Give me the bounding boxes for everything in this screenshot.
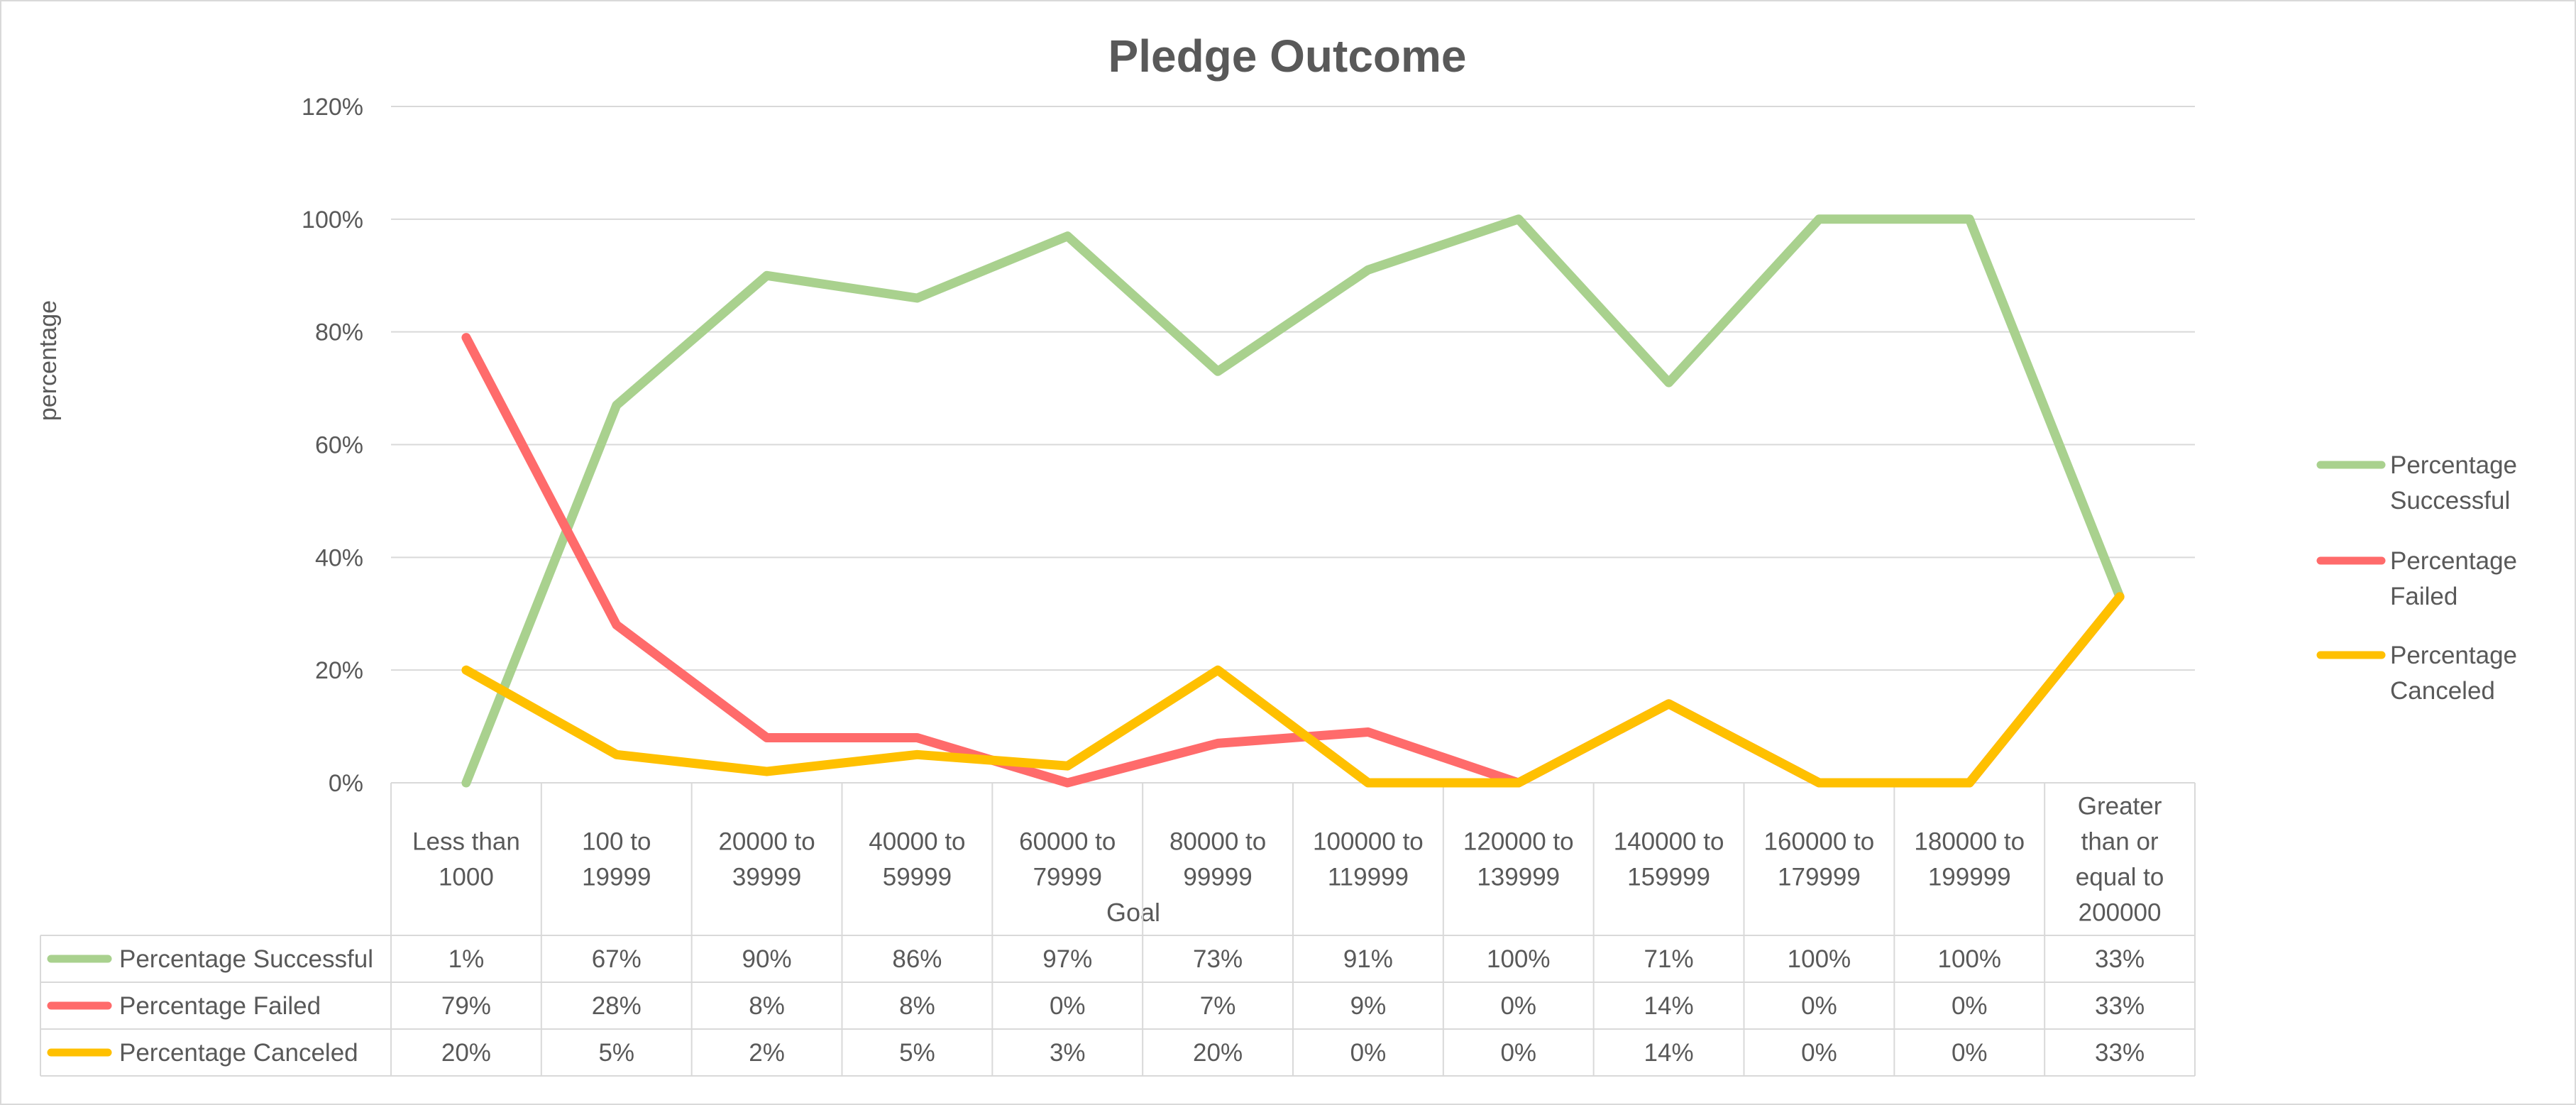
data-label: 5% xyxy=(899,1039,935,1067)
data-label: 33% xyxy=(2095,1039,2145,1067)
data-label: 97% xyxy=(1042,945,1092,973)
data-label: 0% xyxy=(1050,992,1086,1020)
y-tick-label: 60% xyxy=(315,432,363,459)
data-label: 0% xyxy=(1350,1039,1387,1067)
data-label: 100% xyxy=(1788,945,1851,973)
data-label: 86% xyxy=(892,945,942,973)
data-label: 2% xyxy=(749,1039,785,1067)
y-tick-label: 80% xyxy=(315,319,363,346)
y-tick-label: 0% xyxy=(329,770,363,797)
y-axis-title: percentage xyxy=(35,300,62,421)
data-label: 14% xyxy=(1644,1039,1694,1067)
data-label: 7% xyxy=(1200,992,1236,1020)
data-label: 0% xyxy=(1952,1039,1988,1067)
y-tick-label: 120% xyxy=(302,94,363,121)
data-label: 79% xyxy=(441,992,491,1020)
data-label: 91% xyxy=(1343,945,1393,973)
data-label: 20% xyxy=(1193,1039,1243,1067)
data-label: 73% xyxy=(1193,945,1243,973)
data-label: 33% xyxy=(2095,945,2145,973)
data-label: 8% xyxy=(749,992,785,1020)
data-label: 28% xyxy=(592,992,642,1020)
data-label: 20% xyxy=(441,1039,491,1067)
data-label: 90% xyxy=(742,945,792,973)
y-tick-label: 100% xyxy=(302,207,363,233)
data-label: 0% xyxy=(1952,992,1988,1020)
data-label: 3% xyxy=(1050,1039,1086,1067)
data-label: 14% xyxy=(1644,992,1694,1020)
chart-title: Pledge Outcome xyxy=(1108,31,1467,82)
y-tick-label: 20% xyxy=(315,657,363,684)
data-label: 0% xyxy=(1801,1039,1837,1067)
data-label: 100% xyxy=(1487,945,1551,973)
data-label: 1% xyxy=(448,945,485,973)
data-label: 5% xyxy=(598,1039,634,1067)
table-series-name: Percentage Canceled xyxy=(119,1039,358,1067)
table-series-name: Percentage Successful xyxy=(119,945,373,973)
data-label: 9% xyxy=(1350,992,1387,1020)
data-label: 0% xyxy=(1500,992,1536,1020)
data-label: 71% xyxy=(1644,945,1694,973)
data-label: 33% xyxy=(2095,992,2145,1020)
data-label: 100% xyxy=(1937,945,2001,973)
data-label: 8% xyxy=(899,992,935,1020)
table-series-name: Percentage Failed xyxy=(119,992,321,1020)
x-axis-title: Goal xyxy=(1106,898,1160,927)
data-label: 0% xyxy=(1500,1039,1536,1067)
data-label: 67% xyxy=(592,945,642,973)
data-label: 0% xyxy=(1801,992,1837,1020)
y-tick-label: 40% xyxy=(315,544,363,571)
